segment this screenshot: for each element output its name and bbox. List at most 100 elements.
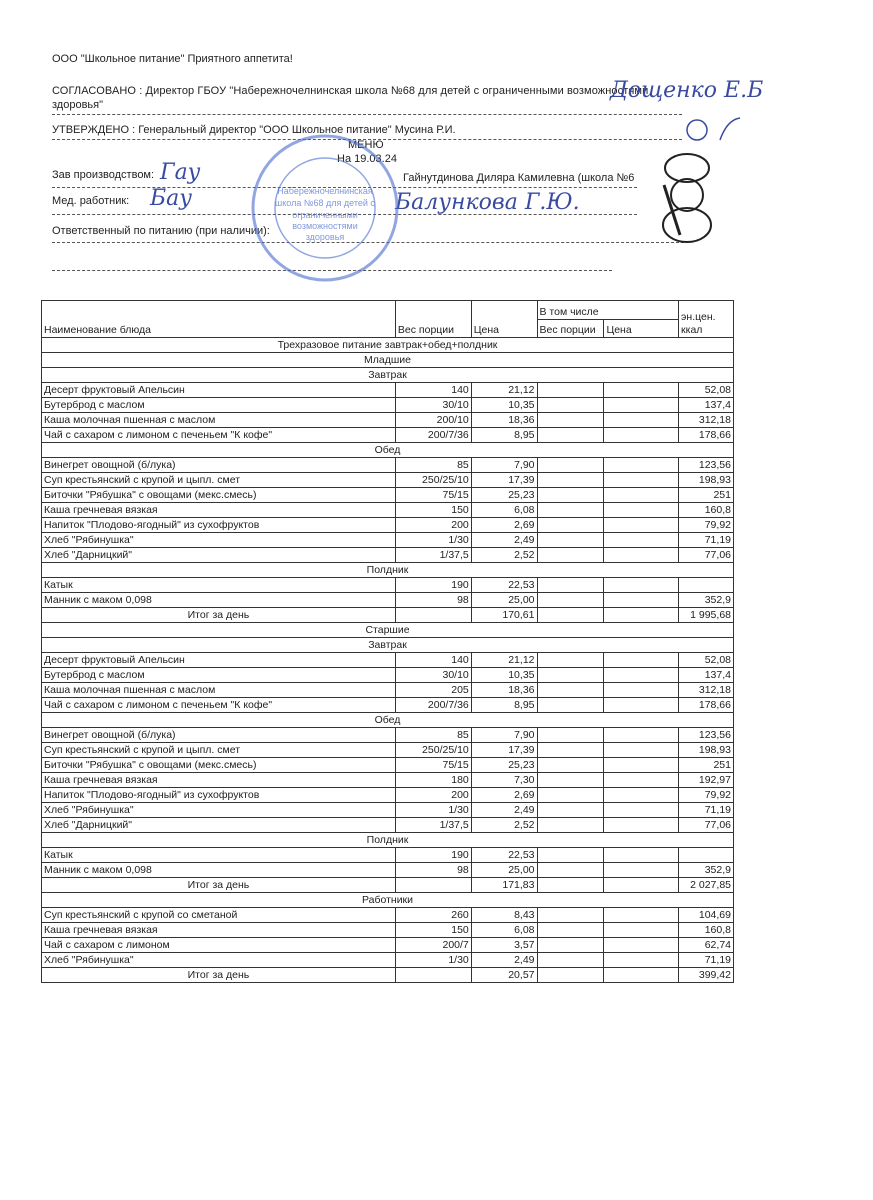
energy-kcal: 77,06 [678,547,734,563]
sub-price [603,757,680,773]
medic-label: Мед. работник: [52,195,130,207]
sub-weight [536,502,605,518]
table-row: Десерт фруктовый Апельсин 140 21,12 52,08 [41,382,734,398]
sub-weight [536,577,605,593]
price: 8,43 [470,907,538,923]
energy-kcal: 123,56 [678,457,734,473]
sub-weight [536,877,605,893]
table-row: Бутерброд с маслом 30/10 10,35 137,4 [41,397,734,413]
table-row: Чай с сахаром с лимоном с печеньем "К ко… [41,427,734,443]
sub-price [603,397,680,413]
energy-kcal: 137,4 [678,397,734,413]
price: 18,36 [470,412,538,428]
section-label: Трехразовое питание завтрак+обед+полдник [41,337,734,353]
agreed-line-cont: здоровья" [52,99,104,111]
sub-price [603,697,680,713]
energy-kcal [678,577,734,593]
section-row: Старшие [41,622,734,638]
sub-price [603,667,680,683]
sub-weight [536,817,605,833]
sub-weight [536,907,605,923]
dish-name: Биточки "Рябушка" с овощами (мекс.смесь) [41,487,396,503]
sub-weight [536,967,605,983]
price: 8,95 [470,697,538,713]
sub-price [603,472,680,488]
sub-price [603,652,680,668]
sub-weight [536,757,605,773]
col-header-energy: эн.цен. ккал [678,300,734,338]
price: 7,30 [470,772,538,788]
divider [52,187,637,188]
head-signature: Гау [160,160,201,185]
energy-kcal: 198,93 [678,472,734,488]
sub-price [603,412,680,428]
sub-weight [536,862,605,878]
portion-weight [394,967,472,983]
energy-kcal: 251 [678,757,734,773]
portion-weight: 1/30 [394,802,472,818]
portion-weight: 150 [394,922,472,938]
portion-weight [394,877,472,893]
energy-kcal: 352,9 [678,862,734,878]
chef-logo [662,153,712,243]
energy-kcal: 71,19 [678,532,734,548]
table-row: Напиток "Плодово-ягодный" из сухофруктов… [41,517,734,533]
price: 25,00 [470,862,538,878]
sub-weight [536,412,605,428]
sub-weight [536,802,605,818]
portion-weight: 200/10 [394,412,472,428]
section-label: Обед [41,442,734,458]
sub-price [603,487,680,503]
price: 171,83 [470,877,538,893]
table-row: Манник с маком 0,098 98 25,00 352,9 [41,862,734,878]
dish-name: Катык [41,577,396,593]
dish-name: Каша гречневая вязкая [41,922,396,938]
dish-name: Итог за день [41,967,396,983]
dish-name: Катык [41,847,396,863]
table-row: Суп крестьянский с крупой со сметаной 260… [41,907,734,923]
sub-weight [536,427,605,443]
portion-weight: 1/37,5 [394,547,472,563]
col-header-name: Наименование блюда [41,300,396,338]
energy-kcal: 312,18 [678,412,734,428]
portion-weight: 1/30 [394,952,472,968]
section-label: Младшие [41,352,734,368]
price: 6,08 [470,922,538,938]
portion-weight: 140 [394,382,472,398]
price: 6,08 [470,502,538,518]
divider [52,114,682,115]
dish-name: Хлеб "Рябинушка" [41,802,396,818]
menu-table: Наименование блюда Вес порции Цена В том… [41,300,734,983]
sub-price [603,727,680,743]
sub-weight [536,697,605,713]
table-row: Каша молочная пшенная с маслом 200/10 18,3… [41,412,734,428]
sub-price [603,937,680,953]
sub-weight [536,457,605,473]
col-header-weight: Вес порции [394,300,472,338]
sub-price [603,967,680,983]
dish-name: Каша молочная пшенная с маслом [41,682,396,698]
section-row: Обед [41,442,734,458]
energy-kcal: 160,8 [678,502,734,518]
sub-weight [536,652,605,668]
portion-weight: 260 [394,907,472,923]
energy-kcal: 192,97 [678,772,734,788]
sub-price [603,577,680,593]
sub-price [603,532,680,548]
portion-weight: 250/25/10 [394,742,472,758]
sub-price [603,607,680,623]
sub-price [603,802,680,818]
col-header-sub-price: Цена [603,318,680,338]
sub-price [603,742,680,758]
sub-weight [536,727,605,743]
production-head-name: Гайнутдинова Диляра Камилевна (школа №6 [403,172,635,184]
dish-name: Итог за день [41,877,396,893]
energy-kcal: 352,9 [678,592,734,608]
sub-weight [536,487,605,503]
portion-weight: 75/15 [394,487,472,503]
dish-name: Бутерброд с маслом [41,667,396,683]
sub-weight [536,772,605,788]
sub-weight [536,937,605,953]
section-row: Завтрак [41,367,734,383]
sub-price [603,682,680,698]
